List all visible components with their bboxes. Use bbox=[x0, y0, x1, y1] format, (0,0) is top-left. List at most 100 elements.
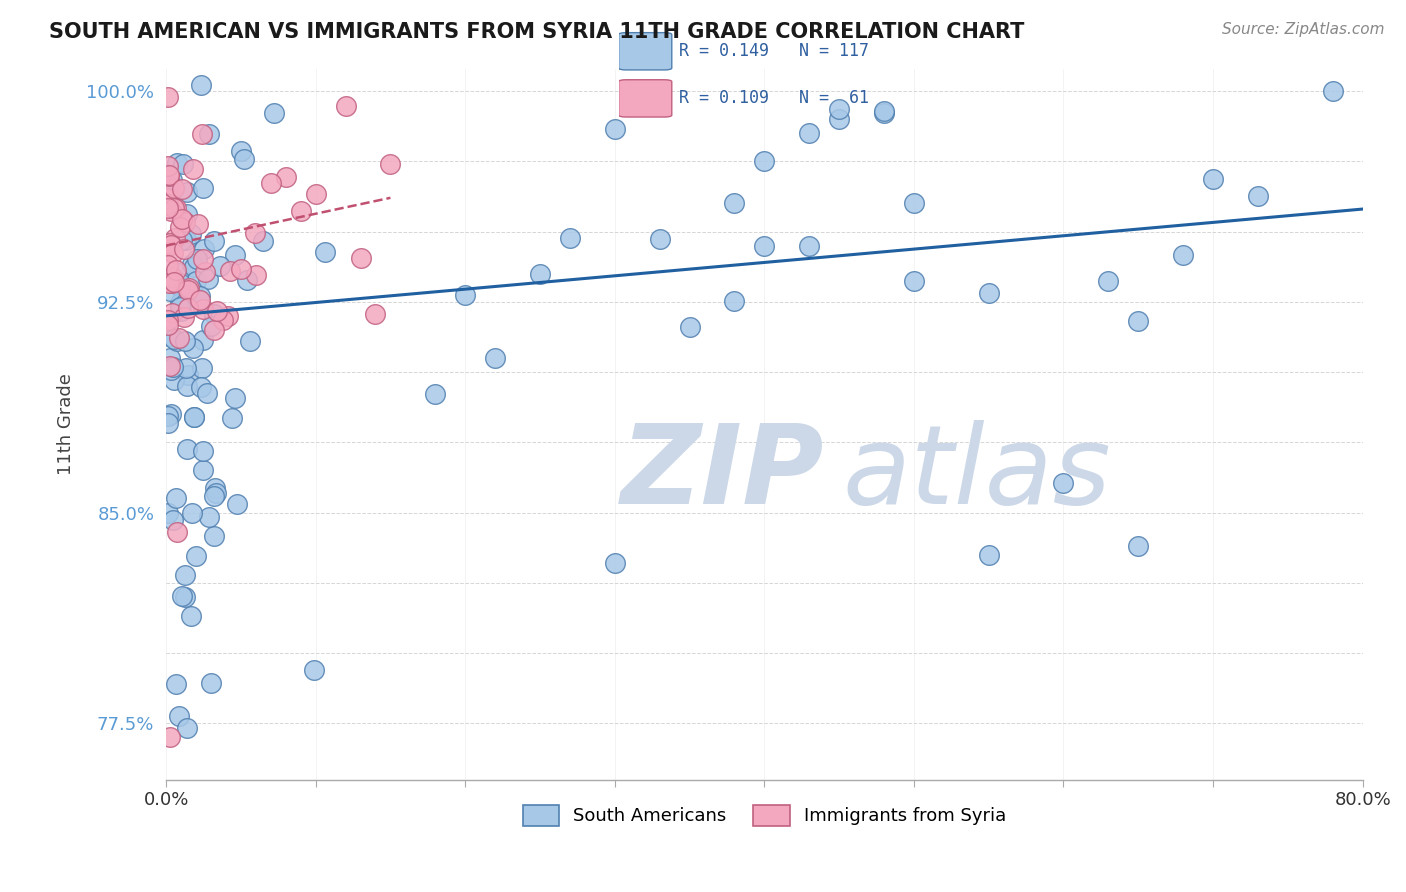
Point bbox=[183, 260, 205, 274]
Point bbox=[156, 191, 179, 205]
Point bbox=[166, 525, 188, 540]
Point bbox=[198, 510, 221, 524]
Point bbox=[335, 99, 357, 113]
Point bbox=[194, 265, 217, 279]
Point bbox=[183, 410, 205, 425]
Point bbox=[1128, 314, 1150, 328]
Point bbox=[484, 351, 506, 365]
Legend: South Americans, Immigrants from Syria: South Americans, Immigrants from Syria bbox=[513, 796, 1015, 835]
Point bbox=[169, 280, 191, 294]
Point bbox=[172, 182, 194, 196]
Point bbox=[245, 268, 267, 283]
Point bbox=[208, 259, 231, 273]
Point bbox=[183, 410, 205, 425]
Point bbox=[157, 168, 180, 182]
Point bbox=[1052, 476, 1074, 491]
Point bbox=[162, 373, 184, 387]
Point bbox=[977, 285, 1000, 300]
Point bbox=[245, 227, 267, 241]
Point bbox=[193, 463, 215, 477]
Point bbox=[163, 332, 186, 346]
Point bbox=[180, 227, 202, 241]
Point bbox=[176, 721, 198, 735]
Text: SOUTH AMERICAN VS IMMIGRANTS FROM SYRIA 11TH GRADE CORRELATION CHART: SOUTH AMERICAN VS IMMIGRANTS FROM SYRIA … bbox=[49, 22, 1025, 42]
Point bbox=[177, 301, 200, 315]
Point bbox=[380, 157, 402, 171]
Point bbox=[1247, 189, 1270, 203]
Point bbox=[186, 252, 208, 266]
Point bbox=[172, 211, 194, 226]
Point bbox=[173, 310, 195, 324]
Point bbox=[191, 301, 214, 316]
Point bbox=[221, 411, 243, 425]
Text: atlas: atlas bbox=[842, 420, 1111, 527]
Point bbox=[252, 234, 274, 248]
Point bbox=[159, 351, 181, 365]
Point bbox=[157, 329, 180, 343]
Point bbox=[349, 252, 371, 266]
Point bbox=[558, 231, 581, 245]
Point bbox=[198, 127, 221, 141]
Point bbox=[176, 442, 198, 456]
Point bbox=[169, 276, 191, 290]
Point bbox=[188, 293, 211, 307]
Point bbox=[873, 106, 896, 120]
Point bbox=[1097, 274, 1119, 288]
Point bbox=[169, 220, 191, 235]
Point bbox=[754, 239, 776, 253]
Point bbox=[191, 444, 214, 458]
Point bbox=[156, 258, 179, 272]
Point bbox=[156, 318, 179, 333]
Point bbox=[202, 489, 225, 503]
Point bbox=[174, 214, 197, 228]
Y-axis label: 11th Grade: 11th Grade bbox=[58, 373, 75, 475]
Point bbox=[160, 276, 183, 290]
Text: R = 0.109   N =  61: R = 0.109 N = 61 bbox=[679, 89, 869, 107]
Point bbox=[205, 486, 228, 500]
Point bbox=[218, 264, 240, 278]
Point bbox=[799, 126, 821, 140]
Point bbox=[176, 379, 198, 393]
Point bbox=[828, 102, 851, 116]
Point bbox=[873, 104, 896, 119]
Point bbox=[160, 204, 183, 219]
Point bbox=[162, 173, 184, 187]
Point bbox=[162, 246, 184, 260]
Point bbox=[202, 307, 225, 321]
Point bbox=[165, 677, 187, 691]
Point bbox=[172, 157, 194, 171]
Point bbox=[217, 310, 239, 324]
Point bbox=[156, 196, 179, 211]
Point bbox=[162, 305, 184, 319]
Point bbox=[314, 244, 336, 259]
Point bbox=[159, 363, 181, 377]
Point bbox=[170, 233, 193, 247]
Point bbox=[156, 159, 179, 173]
Point bbox=[180, 609, 202, 624]
Point bbox=[236, 273, 259, 287]
Point bbox=[187, 217, 209, 231]
Point bbox=[159, 236, 181, 251]
Point bbox=[159, 284, 181, 298]
Point bbox=[163, 181, 186, 195]
Point bbox=[1171, 248, 1194, 262]
Point bbox=[260, 176, 283, 190]
Point bbox=[165, 262, 187, 277]
Point bbox=[364, 307, 387, 321]
Point bbox=[181, 162, 204, 177]
Point bbox=[603, 122, 626, 136]
Point bbox=[263, 106, 285, 120]
Point bbox=[233, 152, 256, 166]
Point bbox=[188, 289, 211, 303]
FancyBboxPatch shape bbox=[619, 79, 672, 117]
Point bbox=[603, 556, 626, 570]
Point bbox=[159, 731, 181, 745]
Point bbox=[184, 549, 207, 563]
Point bbox=[169, 295, 191, 310]
Point bbox=[231, 144, 253, 158]
Point bbox=[181, 341, 204, 355]
Point bbox=[828, 112, 851, 127]
Point bbox=[176, 185, 198, 199]
Point bbox=[176, 207, 198, 221]
Point bbox=[193, 242, 215, 256]
